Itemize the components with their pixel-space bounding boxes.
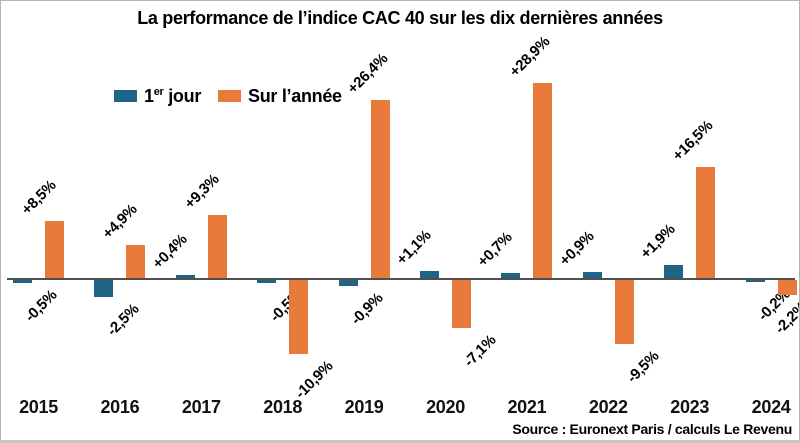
- bar-year-2024: [777, 280, 797, 295]
- bar-label-year-2016: +4,9%: [99, 200, 141, 243]
- bar-first-day-2018: [257, 280, 277, 284]
- bar-label-first-day-2015: -0,5%: [22, 287, 61, 326]
- chart-title: La performance de l’indice CAC 40 sur le…: [137, 8, 663, 28]
- bar-year-2023: [696, 166, 716, 278]
- x-tick-2017: 2017: [181, 397, 221, 417]
- bar-year-2016: [126, 244, 146, 278]
- bar-year-2019: [370, 99, 390, 278]
- x-tick-2019: 2019: [344, 397, 384, 417]
- bar-year-2017: [207, 215, 227, 278]
- legend-label-first-day: 1er jour: [144, 86, 202, 106]
- bar-year-2022: [614, 280, 634, 345]
- bar-year-2021: [533, 82, 553, 278]
- x-tick-2020: 2020: [426, 397, 465, 417]
- bar-year-2018: [289, 280, 309, 354]
- x-tick-2022: 2022: [588, 397, 628, 417]
- bar-first-day-2024: [745, 280, 765, 282]
- x-tick-2018: 2018: [263, 397, 303, 417]
- bar-first-day-2021: [501, 273, 521, 278]
- source-credit: Source : Euronext Paris / calculs Le Rev…: [512, 421, 792, 437]
- bar-label-year-2021: +28,9%: [506, 33, 554, 81]
- bar-label-year-2020: -7,1%: [461, 331, 500, 371]
- bar-label-first-day-2016: -2,5%: [103, 300, 143, 340]
- x-tick-2024: 2024: [751, 397, 791, 417]
- bar-first-day-2020: [420, 270, 439, 278]
- bar-year-2015: [45, 220, 64, 278]
- bar-label-first-day-2023: +1,9%: [637, 221, 679, 263]
- bar-label-first-day-2017: +0,4%: [149, 231, 191, 273]
- x-tick-2023: 2023: [670, 397, 710, 417]
- bar-first-day-2023: [664, 265, 684, 278]
- bar-first-day-2017: [175, 275, 195, 278]
- bar-first-day-2015: [13, 280, 32, 284]
- x-tick-2015: 2015: [19, 397, 58, 417]
- bar-label-first-day-2021: +0,7%: [474, 229, 516, 271]
- bar-label-first-day-2020: +1,1%: [393, 226, 435, 268]
- bar-label-year-2019: +26,4%: [343, 50, 391, 98]
- bar-label-year-2018: -10,9%: [292, 357, 337, 402]
- bar-label-year-2017: +9,3%: [181, 171, 223, 213]
- bar-label-first-day-2022: +0,9%: [556, 227, 598, 270]
- x-tick-2016: 2016: [100, 397, 140, 417]
- x-axis-line: [7, 278, 795, 280]
- legend-swatch-first-day-icon: [114, 90, 137, 102]
- legend-label-year: Sur l’année: [248, 86, 342, 106]
- bar-first-day-2019: [338, 280, 358, 287]
- bar-label-year-2023: +16,5%: [669, 116, 717, 164]
- legend-first-day-sup: er: [153, 86, 164, 98]
- x-tick-2021: 2021: [507, 397, 547, 417]
- bar-label-year-2015: +8,5%: [18, 176, 60, 218]
- bar-first-day-2022: [582, 271, 602, 278]
- legend-swatch-year-icon: [218, 90, 242, 102]
- bar-first-day-2016: [94, 280, 114, 297]
- bar-label-year-2022: -9,5%: [623, 347, 663, 387]
- bar-label-first-day-2019: -0,9%: [347, 289, 387, 329]
- legend-first-day-rest: jour: [163, 86, 202, 106]
- legend: 1er jour Sur l’année: [114, 87, 342, 105]
- bar-year-2020: [452, 280, 471, 328]
- legend-first-day-base: 1: [144, 86, 154, 106]
